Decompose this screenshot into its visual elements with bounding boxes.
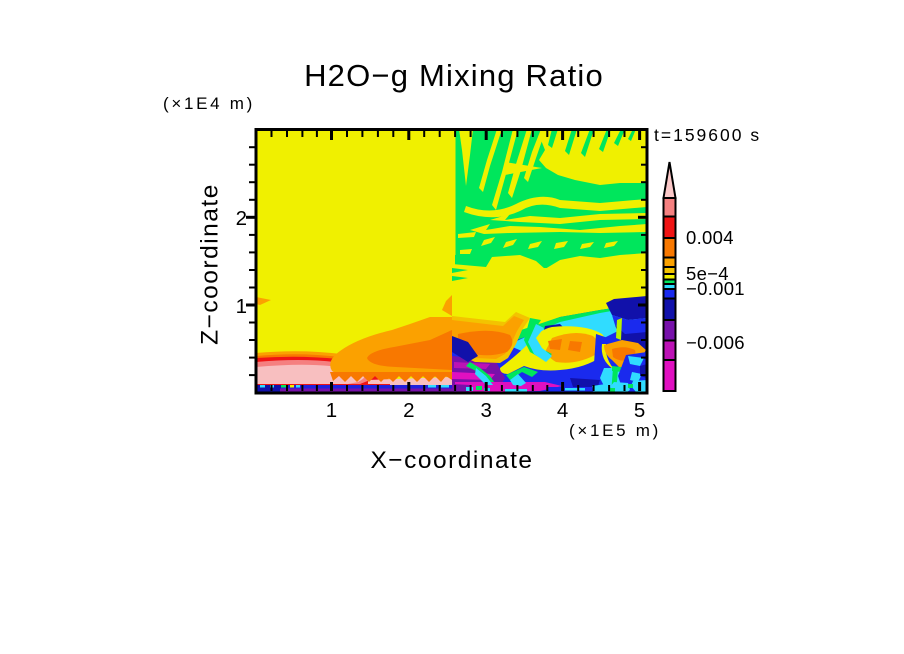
svg-text:−0.006: −0.006 [686, 332, 745, 353]
svg-text:3: 3 [480, 399, 491, 422]
svg-text:2: 2 [403, 399, 414, 422]
svg-text:1: 1 [236, 295, 247, 318]
svg-text:(×1E4 m): (×1E4 m) [163, 94, 255, 113]
svg-text:5e−4: 5e−4 [686, 263, 729, 284]
svg-text:(×1E5 m): (×1E5 m) [569, 421, 661, 440]
svg-text:−0.001: −0.001 [686, 278, 745, 299]
svg-text:5: 5 [634, 399, 645, 422]
svg-text:H2O−g Mixing Ratio: H2O−g Mixing Ratio [304, 58, 604, 93]
svg-text:Z−coordinate: Z−coordinate [197, 183, 224, 345]
svg-text:X−coordinate: X−coordinate [370, 447, 533, 474]
svg-text:1: 1 [326, 399, 337, 422]
svg-text:2: 2 [236, 207, 247, 230]
svg-text:t=159600 s: t=159600 s [654, 125, 761, 145]
svg-text:4: 4 [557, 399, 568, 422]
svg-text:0.004: 0.004 [686, 227, 734, 248]
